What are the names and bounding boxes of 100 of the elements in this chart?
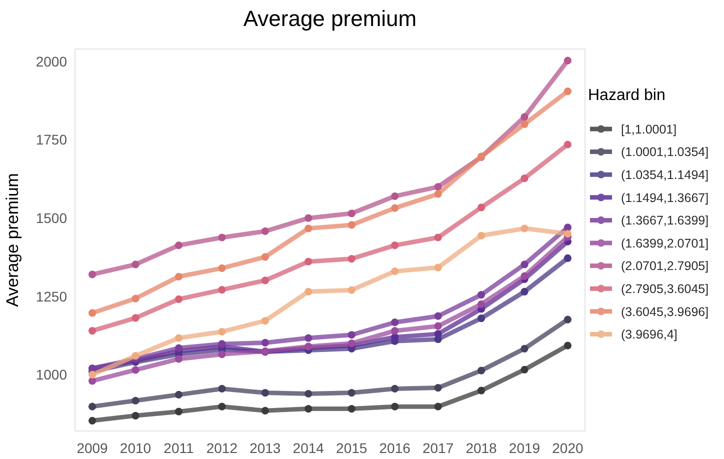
point — [88, 270, 96, 278]
point — [477, 314, 486, 322]
point — [348, 210, 356, 218]
point — [132, 352, 140, 360]
x-tick-label: 2009 — [76, 440, 108, 456]
point — [434, 264, 442, 272]
legend-label: (1.3667,1.6399] — [621, 214, 709, 228]
point — [218, 234, 226, 242]
point — [132, 396, 140, 404]
point — [434, 182, 442, 191]
x-tick-label: 2013 — [250, 440, 281, 456]
y-tick-label: 2000 — [36, 53, 68, 70]
point — [174, 355, 183, 363]
legend-label: (2.0701,2.7905] — [621, 259, 709, 274]
point — [520, 260, 528, 268]
point — [434, 402, 442, 410]
point — [218, 286, 226, 294]
point — [391, 384, 399, 393]
point — [88, 327, 96, 335]
legend-label: (1.1494,1.3667] — [621, 190, 709, 205]
point — [132, 260, 140, 268]
point — [477, 300, 486, 308]
point — [132, 314, 140, 322]
point — [520, 224, 528, 232]
point — [218, 264, 226, 272]
y-axis-title: Average premium — [3, 173, 22, 307]
point — [174, 344, 183, 352]
point — [174, 408, 183, 416]
point — [174, 390, 183, 398]
point — [304, 258, 312, 266]
x-tick-label: 2017 — [422, 440, 454, 456]
point — [304, 404, 312, 413]
point — [348, 404, 356, 413]
x-tick-label: 2019 — [508, 440, 540, 456]
point — [520, 288, 528, 296]
x-tick-label: 2011 — [164, 440, 194, 456]
point — [261, 253, 269, 261]
point — [391, 268, 399, 276]
chart-title: Average premium — [243, 6, 417, 31]
legend-label: (1.0354,1.1494] — [621, 168, 709, 182]
point — [132, 294, 140, 302]
point — [564, 254, 572, 262]
point — [477, 366, 486, 374]
point — [434, 312, 442, 320]
point — [520, 174, 528, 182]
point — [304, 224, 312, 232]
y-tick-label: 1500 — [36, 210, 68, 226]
point — [520, 366, 528, 374]
x-tick-label: 2012 — [206, 440, 238, 456]
point — [391, 242, 399, 250]
point — [520, 272, 528, 280]
point — [304, 334, 312, 342]
point — [348, 389, 356, 397]
y-tick-label: 1250 — [36, 288, 68, 304]
point — [564, 342, 572, 350]
point — [132, 366, 140, 374]
point — [218, 340, 226, 348]
y-tick-label: 1750 — [36, 132, 68, 148]
point — [348, 221, 356, 229]
point — [218, 350, 226, 358]
point — [564, 316, 572, 324]
point — [304, 288, 312, 296]
x-tick-label: 2016 — [379, 440, 411, 456]
point — [218, 384, 226, 393]
point — [348, 331, 356, 339]
point — [174, 295, 183, 303]
x-tick-label: 2010 — [120, 440, 152, 456]
point — [261, 338, 269, 346]
point — [304, 214, 312, 222]
legend-label: (1.0001,1.0354] — [621, 145, 709, 160]
point — [261, 227, 269, 236]
point — [391, 192, 399, 200]
point — [391, 204, 399, 212]
point — [174, 272, 183, 280]
point — [261, 276, 269, 284]
point — [434, 384, 442, 392]
legend-label: (3.6045,3.9696] — [621, 304, 709, 319]
point — [564, 140, 572, 148]
point — [564, 230, 572, 238]
point — [88, 416, 96, 424]
point — [477, 290, 486, 299]
point — [434, 190, 442, 198]
point — [348, 286, 356, 294]
point — [564, 56, 572, 64]
point — [520, 344, 528, 352]
point — [434, 234, 442, 242]
point — [391, 327, 399, 335]
point — [218, 402, 226, 410]
point — [434, 322, 442, 330]
point — [477, 386, 486, 394]
legend-label: (2.7905,3.6045] — [621, 282, 709, 296]
point — [564, 87, 572, 96]
x-tick-label: 2020 — [552, 440, 584, 456]
point — [88, 377, 96, 385]
point — [520, 120, 528, 128]
point — [391, 402, 399, 410]
x-tick-label: 2018 — [466, 440, 498, 456]
point — [174, 334, 183, 342]
legend-label: [1,1.0001] — [621, 122, 677, 136]
legend-label: (3.9696,4] — [621, 328, 678, 342]
